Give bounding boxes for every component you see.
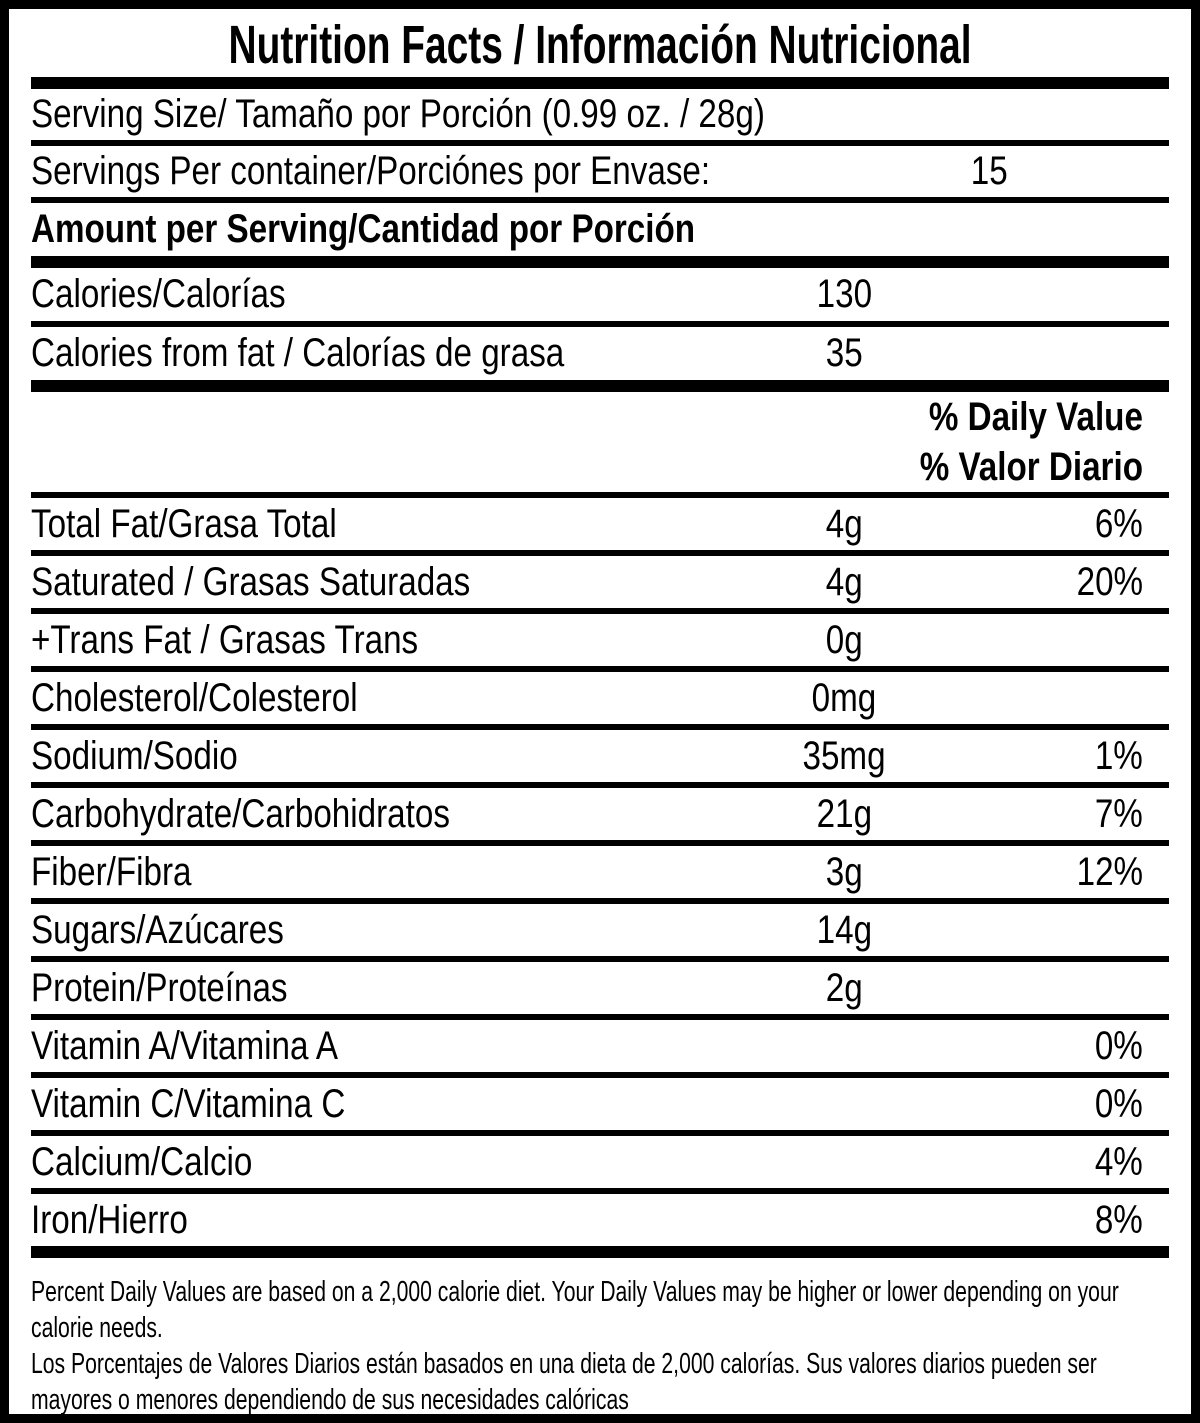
thin-rule [31, 492, 1169, 498]
title-divider-bar [31, 77, 1169, 89]
nutrient-row-iron: Iron/Hierro 8% [31, 1194, 1169, 1246]
nutrient-amount: 4g [825, 501, 863, 546]
amount-per-serving-row: Amount per Serving/Cantidad por Porción [31, 203, 1169, 256]
nutrient-row-cholesterol: Cholesterol/Colesterol 0mg [31, 672, 1169, 724]
thin-rule [31, 1188, 1169, 1194]
nutrient-amount: 0mg [811, 675, 877, 720]
thin-rule [31, 956, 1169, 962]
nutrient-dv: 1% [1095, 733, 1143, 778]
thin-rule [31, 197, 1169, 203]
nutrient-dv: 0% [1095, 1081, 1143, 1126]
calories-row: Calories/Calorías 130 [31, 268, 1169, 321]
nutrient-label: +Trans Fat / Grasas Trans [31, 617, 419, 662]
nutrient-dv: 12% [1076, 849, 1143, 894]
nutrient-row-sodium: Sodium/Sodio 35mg 1% [31, 730, 1169, 782]
daily-value-header-es: % Valor Diario [919, 444, 1143, 489]
servings-per-container-label: Servings Per container/Porciónes por Env… [31, 149, 711, 193]
footer-divider-bar [31, 1246, 1169, 1258]
servings-per-container-value: 15 [970, 149, 1008, 193]
nutrient-row-vitamin-a: Vitamin A/Vitamina A 0% [31, 1020, 1169, 1072]
nutrient-label: Carbohydrate/Carbohidratos [31, 791, 450, 836]
footnote-section: Percent Daily Values are based on a 2,00… [31, 1258, 1169, 1414]
thin-rule [31, 724, 1169, 730]
footnote-spanish: Los Porcentajes de Valores Diarios están… [31, 1348, 1097, 1414]
thin-rule [31, 608, 1169, 614]
thin-rule [31, 840, 1169, 846]
nutrient-amount: 35mg [802, 733, 886, 778]
nutrient-dv: 6% [1095, 501, 1143, 546]
calories-from-fat-row: Calories from fat / Calorías de grasa 35 [31, 327, 1169, 380]
section-divider-bar [31, 256, 1169, 268]
nutrient-label: Cholesterol/Colesterol [31, 675, 358, 720]
nutrient-row-fiber: Fiber/Fibra 3g 12% [31, 846, 1169, 898]
nutrient-amount: 0g [825, 617, 863, 662]
nutrient-row-protein: Protein/Proteínas 2g [31, 962, 1169, 1014]
nutrient-amount: 4g [825, 559, 863, 604]
daily-value-header-en: % Daily Value [928, 394, 1143, 439]
thin-rule [31, 1130, 1169, 1136]
nutrient-row-calcium: Calcium/Calcio 4% [31, 1136, 1169, 1188]
thin-rule [31, 550, 1169, 556]
nutrient-label: Sodium/Sodio [31, 733, 238, 778]
nutrient-label: Calcium/Calcio [31, 1139, 253, 1184]
nutrient-amount: 14g [816, 907, 872, 952]
section-divider-bar [31, 380, 1169, 392]
nutrient-label: Iron/Hierro [31, 1197, 188, 1242]
thin-rule [31, 666, 1169, 672]
thin-rule [31, 898, 1169, 904]
servings-per-container-row: Servings Per container/Porciónes por Env… [31, 146, 1169, 197]
amount-per-serving-label: Amount per Serving/Cantidad por Porción [31, 207, 696, 251]
calories-label: Calories/Calorías [31, 272, 286, 316]
nutrient-dv: 8% [1095, 1197, 1143, 1242]
label-title: Nutrition Facts / Información Nutriciona… [228, 15, 972, 75]
nutrient-label: Protein/Proteínas [31, 965, 288, 1010]
nutrient-row-saturated-fat: Saturated / Grasas Saturadas 4g 20% [31, 556, 1169, 608]
calories-value: 130 [816, 272, 872, 316]
nutrient-label: Vitamin A/Vitamina A [31, 1023, 338, 1068]
calories-from-fat-value: 35 [825, 331, 863, 375]
serving-size-row: Serving Size/ Tamaño por Porción (0.99 o… [31, 89, 1169, 140]
nutrient-dv: 20% [1076, 559, 1143, 604]
nutrient-label: Fiber/Fibra [31, 849, 192, 894]
nutrient-row-carbohydrate: Carbohydrate/Carbohidratos 21g 7% [31, 788, 1169, 840]
nutrient-label: Vitamin C/Vitamina C [31, 1081, 346, 1126]
serving-size-label: Serving Size/ Tamaño por Porción (0.99 o… [31, 92, 765, 136]
nutrient-row-trans-fat: +Trans Fat / Grasas Trans 0g [31, 614, 1169, 666]
nutrient-dv: 4% [1095, 1139, 1143, 1184]
nutrient-dv: 0% [1095, 1023, 1143, 1068]
nutrient-dv: 7% [1095, 791, 1143, 836]
thin-rule [31, 140, 1169, 146]
nutrient-label: Sugars/Azúcares [31, 907, 284, 952]
nutrient-amount: 21g [816, 791, 872, 836]
thin-rule [31, 782, 1169, 788]
nutrient-row-total-fat: Total Fat/Grasa Total 4g 6% [31, 498, 1169, 550]
calories-from-fat-label: Calories from fat / Calorías de grasa [31, 331, 565, 375]
nutrient-amount: 3g [825, 849, 863, 894]
thin-rule [31, 1072, 1169, 1078]
thin-rule [31, 321, 1169, 327]
footnote-english: Percent Daily Values are based on a 2,00… [31, 1276, 1119, 1344]
nutrient-row-vitamin-c: Vitamin C/Vitamina C 0% [31, 1078, 1169, 1130]
nutrient-label: Saturated / Grasas Saturadas [31, 559, 471, 604]
nutrient-amount: 2g [825, 965, 863, 1010]
nutrient-label: Total Fat/Grasa Total [31, 501, 337, 546]
nutrient-row-sugars: Sugars/Azúcares 14g [31, 904, 1169, 956]
thin-rule [31, 1014, 1169, 1020]
label-title-row: Nutrition Facts / Información Nutriciona… [31, 9, 1169, 77]
